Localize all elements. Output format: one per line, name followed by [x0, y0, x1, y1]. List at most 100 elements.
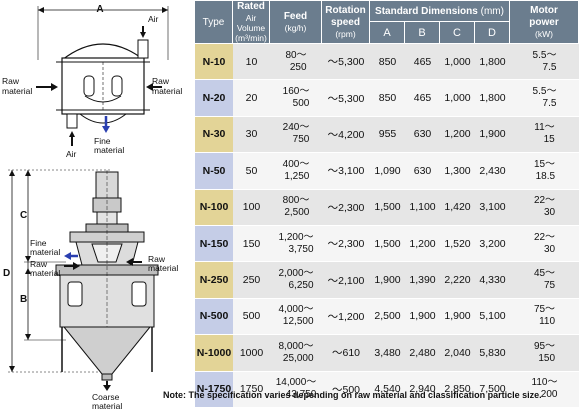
fine-top-label-2: material — [94, 145, 124, 155]
dim-b-cell: 630 — [405, 153, 440, 190]
dim-c-cell: 1,200 — [440, 116, 475, 154]
table-row: N-30 30 240～ 750 ～4,200 955 630 1,200 1,900 11～ 15 — [195, 116, 579, 154]
air-volume-cell: 1000 — [233, 335, 270, 372]
air-volume-cell: 10 — [233, 44, 270, 81]
air-volume-cell: 100 — [233, 189, 270, 226]
dim-a-cell: 1,500 — [370, 225, 405, 263]
header-dim-d: D — [475, 22, 510, 44]
rotation-speed-cell: ～5,300 — [322, 80, 370, 117]
rotation-speed-cell: ～2,300 — [322, 189, 370, 226]
motor-power-cell: 22～ 30 — [510, 189, 579, 226]
specification-table: Type Rated Air Volume (m³/min) Feed (kg/… — [195, 1, 579, 408]
header-dim-a: A — [370, 22, 405, 44]
dim-a-cell: 850 — [370, 44, 405, 81]
table-row: N-250 250 2,000～ 6,250 ～2,100 1,900 1,390 2,220… — [195, 262, 579, 299]
table-row: N-100 100 800～ 2,500 ～2,300 1,500 1,100 1,420 3,… — [195, 189, 579, 226]
table-row: N-20 20 160～ 500 ～5,300 850 465 1,000 1,800 5.5～ 7… — [195, 80, 579, 117]
dim-c-cell: 1,900 — [440, 298, 475, 336]
model-cell: N-20 — [195, 80, 233, 117]
rotation-speed-cell: ～500 — [322, 371, 370, 408]
table-row: N-1750 1750 14,000～ 43,750 ～500 4,540 2,940 2,8… — [195, 371, 579, 408]
rotation-speed-cell: ～2,300 — [322, 225, 370, 263]
dim-a-cell: 4,540 — [370, 371, 405, 408]
dim-c-cell: 1,000 — [440, 44, 475, 81]
model-cell: N-1000 — [195, 335, 233, 372]
coarse-label-1: Coarse — [92, 392, 120, 402]
dim-d-cell: 1,900 — [475, 116, 510, 154]
air-volume-cell: 250 — [233, 262, 270, 299]
dim-b-cell: 1,200 — [405, 225, 440, 263]
header-rated-air: Rated Air Volume (m³/min) — [233, 1, 270, 44]
header-motor-power: Motor power (kW) — [510, 1, 579, 44]
motor-power-cell: 5.5～ 7.5 — [510, 44, 579, 81]
dim-d-label: D — [3, 268, 10, 279]
table-row: N-50 50 400～ 1,250 ～3,100 1,090 630 1,300 2,430 1… — [195, 153, 579, 190]
rotation-speed-cell: ～1,200 — [322, 298, 370, 336]
model-cell: N-10 — [195, 44, 233, 81]
fine-top-label-1: Fine — [94, 136, 111, 146]
model-cell: N-500 — [195, 298, 233, 336]
dim-b-cell: 2,940 — [405, 371, 440, 408]
dim-d-cell: 1,800 — [475, 80, 510, 117]
dim-c-cell: 1,300 — [440, 153, 475, 190]
air-bottom-label: Air — [66, 149, 77, 159]
dim-d-cell: 5,830 — [475, 335, 510, 372]
dim-b-label: B — [20, 294, 27, 305]
raw-right-2-label-2: material — [148, 263, 178, 273]
dim-d-cell: 7,500 — [475, 371, 510, 408]
dim-b-cell: 1,900 — [405, 298, 440, 336]
raw-left-label-1: Raw — [2, 76, 20, 86]
motor-power-cell: 110～ 200 — [510, 371, 579, 408]
dim-d-cell: 5,100 — [475, 298, 510, 336]
air-volume-cell: 30 — [233, 116, 270, 154]
dim-a-label: A — [96, 4, 103, 15]
fine-side-label-2: material — [30, 247, 60, 257]
dim-c-cell: 1,520 — [440, 225, 475, 263]
header-rotation-speed: Rotation speed (rpm) — [322, 1, 370, 44]
raw-right-2-label-1: Raw — [148, 254, 166, 264]
feed-cell: 800～ 2,500 — [270, 189, 322, 226]
dim-b-cell: 465 — [405, 80, 440, 117]
classifier-diagram: A Air Air Raw material Raw material Fine… — [0, 0, 195, 409]
header-standard-dimensions: Standard Dimensions (mm) — [370, 1, 510, 22]
dim-a-cell: 1,090 — [370, 153, 405, 190]
dim-b-cell: 465 — [405, 44, 440, 81]
model-cell: N-150 — [195, 225, 233, 263]
dim-b-cell: 630 — [405, 116, 440, 154]
dim-a-cell: 1,500 — [370, 189, 405, 226]
motor-power-cell: 5.5～ 7.5 — [510, 80, 579, 117]
raw-left-2-label-2: material — [30, 268, 60, 278]
motor-power-cell: 75～ 110 — [510, 298, 579, 336]
raw-left-label-2: material — [2, 86, 32, 96]
dim-d-cell: 3,200 — [475, 225, 510, 263]
dim-b-cell: 1,100 — [405, 189, 440, 226]
rotation-speed-cell: ～5,300 — [322, 44, 370, 81]
model-cell: N-100 — [195, 189, 233, 226]
dim-c-cell: 2,040 — [440, 335, 475, 372]
raw-right-label-1: Raw — [152, 76, 170, 86]
table-row: N-1000 1000 8,000～ 25,000 ～610 3,480 2,480 2,04… — [195, 335, 579, 372]
rotation-speed-cell: ～2,100 — [322, 262, 370, 299]
dim-b-cell: 2,480 — [405, 335, 440, 372]
feed-cell: 14,000～ 43,750 — [270, 371, 322, 408]
dim-d-cell: 3,100 — [475, 189, 510, 226]
feed-cell: 240～ 750 — [270, 116, 322, 154]
motor-power-cell: 11～ 15 — [510, 116, 579, 154]
dim-a-cell: 3,480 — [370, 335, 405, 372]
dim-c-label: C — [20, 210, 27, 221]
raw-left-2-label-1: Raw — [30, 259, 48, 269]
header-dim-b: B — [405, 22, 440, 44]
table-row: N-10 10 80～ 250 ～5,300 850 465 1,000 1,800 5.5～ 7.… — [195, 44, 579, 81]
feed-cell: 160～ 500 — [270, 80, 322, 117]
dim-d-cell: 2,430 — [475, 153, 510, 190]
dim-a-cell: 955 — [370, 116, 405, 154]
air-top-label: Air — [148, 14, 159, 24]
air-volume-cell: 50 — [233, 153, 270, 190]
model-cell: N-50 — [195, 153, 233, 190]
table-row: N-500 500 4,000～ 12,500 ～1,200 2,500 1,900 1,90… — [195, 298, 579, 336]
rotation-speed-cell: ～4,200 — [322, 116, 370, 154]
dim-a-cell: 850 — [370, 80, 405, 117]
air-volume-cell: 150 — [233, 225, 270, 263]
coarse-label-2: material — [92, 401, 122, 409]
model-cell: N-30 — [195, 116, 233, 154]
